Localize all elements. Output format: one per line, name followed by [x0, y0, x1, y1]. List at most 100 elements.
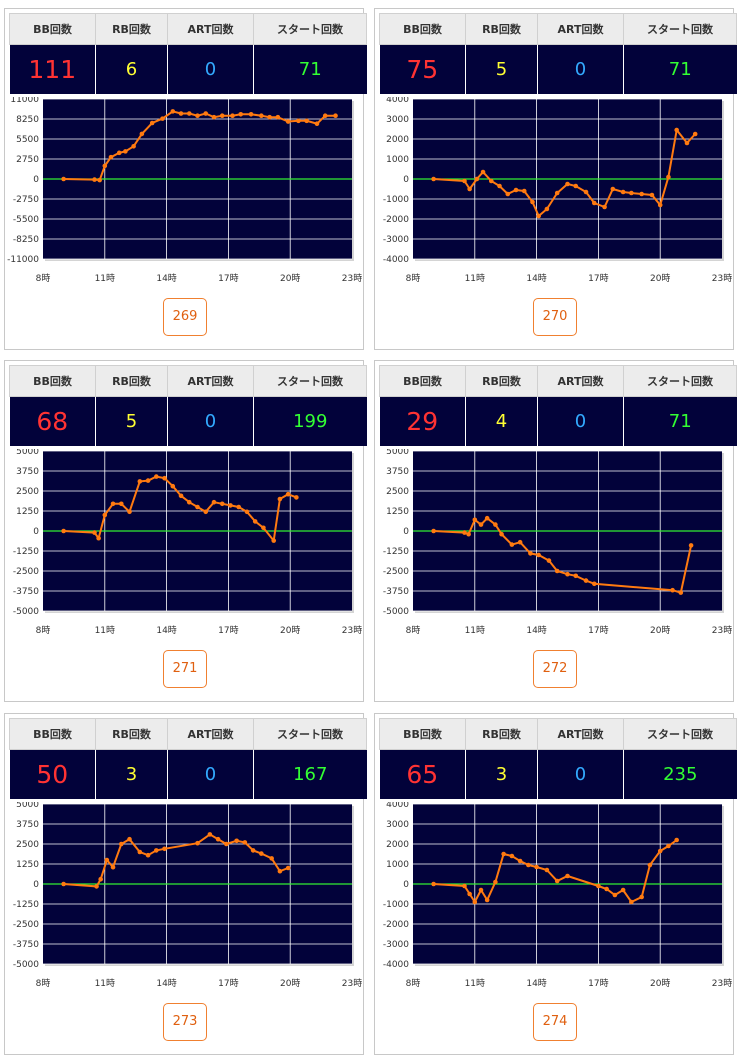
y-tick-label: 2000: [386, 840, 409, 850]
data-point: [97, 177, 102, 183]
machine-number-button[interactable]: 270: [533, 298, 577, 336]
y-tick-label: 4000: [386, 802, 409, 810]
data-point: [296, 118, 301, 124]
y-tick-label: 0: [33, 527, 39, 537]
data-point: [462, 530, 467, 535]
y-tick-label: 5000: [386, 449, 409, 457]
slump-chart: 5000 3750 2500 1250 0 -1250 -2500 -3750 -5000 8時 1…: [13, 802, 362, 989]
data-point: [178, 493, 184, 499]
data-point: [554, 568, 560, 574]
data-point: [521, 188, 527, 194]
data-point: [505, 191, 511, 197]
data-point: [610, 186, 616, 192]
machine-number-button[interactable]: 271: [163, 650, 207, 688]
y-tick-label: 0: [403, 175, 409, 185]
y-tick-label: -3750: [13, 587, 39, 597]
data-point: [678, 590, 684, 595]
art-header: ART回数: [537, 13, 624, 45]
data-point: [536, 213, 541, 219]
data-point: [534, 864, 539, 870]
x-tick-label: 11時: [95, 273, 115, 284]
data-point: [102, 512, 108, 518]
bb-count: 29: [379, 396, 466, 446]
data-point: [509, 542, 515, 547]
y-tick-label: 5000: [16, 802, 39, 810]
data-point: [110, 501, 116, 507]
stats-table: BB回数 RB回数 ART回数 スタート回数 111 6 0 71: [9, 13, 367, 94]
data-point: [244, 509, 250, 515]
y-tick-label: 2500: [386, 487, 409, 497]
y-tick-label: 1000: [386, 860, 409, 870]
data-point: [98, 876, 103, 882]
x-tick-label: 17時: [588, 273, 608, 284]
machine-number-button[interactable]: 274: [533, 1003, 577, 1041]
data-point: [431, 176, 436, 182]
x-tick-label: 11時: [465, 978, 485, 989]
slump-chart: 5000 3750 2500 1250 0 -1250 -2500 -3750 -5000 8時 1…: [13, 449, 362, 636]
data-point: [275, 114, 281, 120]
data-point: [657, 848, 663, 854]
machine-number-button[interactable]: 272: [533, 650, 577, 688]
data-point: [649, 192, 655, 198]
x-tick-label: 17時: [218, 273, 238, 284]
x-tick-label: 8時: [406, 273, 421, 284]
y-tick-label: 1250: [386, 507, 409, 517]
rb-count: 3: [95, 749, 168, 799]
data-point: [160, 116, 165, 121]
data-point: [145, 478, 151, 483]
data-point: [211, 499, 217, 505]
machine-card: BB回数 RB回数 ART回数 スタート回数 68 5 0 199 271 50…: [4, 360, 367, 702]
series-line: [63, 833, 289, 888]
x-tick-label: 11時: [465, 273, 485, 284]
bb-header: BB回数: [9, 13, 96, 45]
machine-card: BB回数 RB回数 ART回数 スタート回数 75 5 0 71 270 400…: [374, 8, 737, 350]
data-point: [674, 837, 679, 843]
stats-table: BB回数 RB回数 ART回数 スタート回数 65 3 0 235: [379, 718, 737, 799]
data-point: [224, 841, 229, 847]
data-point: [271, 538, 277, 543]
data-point: [647, 862, 653, 868]
slump-chart: 4000 3000 2000 1000 0 -1000 -2000 -3000 -4000 8時 1…: [383, 802, 732, 989]
art-count: 0: [167, 44, 254, 94]
x-tick-label: 17時: [218, 625, 238, 636]
y-tick-label: -4000: [383, 255, 409, 265]
data-point: [629, 899, 634, 905]
y-tick-label: -5000: [13, 960, 39, 970]
data-point: [259, 113, 264, 119]
machine-number-button[interactable]: 269: [163, 298, 207, 336]
art-header: ART回数: [167, 718, 254, 750]
data-point: [61, 881, 66, 887]
data-point: [554, 190, 560, 196]
data-point: [480, 169, 486, 175]
art-header: ART回数: [537, 365, 624, 397]
machine-card: BB回数 RB回数 ART回数 スタート回数 29 4 0 71 272 500…: [374, 360, 737, 702]
machine-number-button[interactable]: 273: [163, 1003, 207, 1041]
start-count: 199: [253, 396, 367, 446]
data-point: [178, 111, 184, 116]
data-point: [145, 852, 151, 858]
y-tick-label: 3750: [16, 467, 39, 477]
data-point: [127, 836, 132, 842]
y-tick-label: 3000: [386, 820, 409, 830]
y-tick-label: -4000: [383, 960, 409, 970]
y-tick-label: -1000: [383, 195, 409, 205]
x-tick-label: 8時: [36, 273, 51, 284]
art-header: ART回数: [167, 365, 254, 397]
y-tick-label: 5500: [16, 135, 39, 145]
x-tick-label: 14時: [526, 978, 546, 989]
data-point: [267, 114, 272, 120]
y-tick-label: 8250: [16, 115, 39, 125]
y-tick-label: 3750: [386, 467, 409, 477]
data-point: [554, 878, 560, 884]
data-point: [466, 531, 471, 537]
data-point: [484, 515, 490, 521]
x-tick-label: 23時: [712, 273, 732, 284]
x-tick-label: 8時: [406, 978, 421, 989]
data-point: [472, 899, 478, 905]
data-point: [583, 189, 589, 195]
x-tick-label: 14時: [156, 978, 176, 989]
y-tick-label: 5000: [16, 449, 39, 457]
y-tick-label: 0: [403, 880, 409, 890]
data-point: [203, 509, 209, 515]
x-tick-label: 8時: [36, 625, 51, 636]
